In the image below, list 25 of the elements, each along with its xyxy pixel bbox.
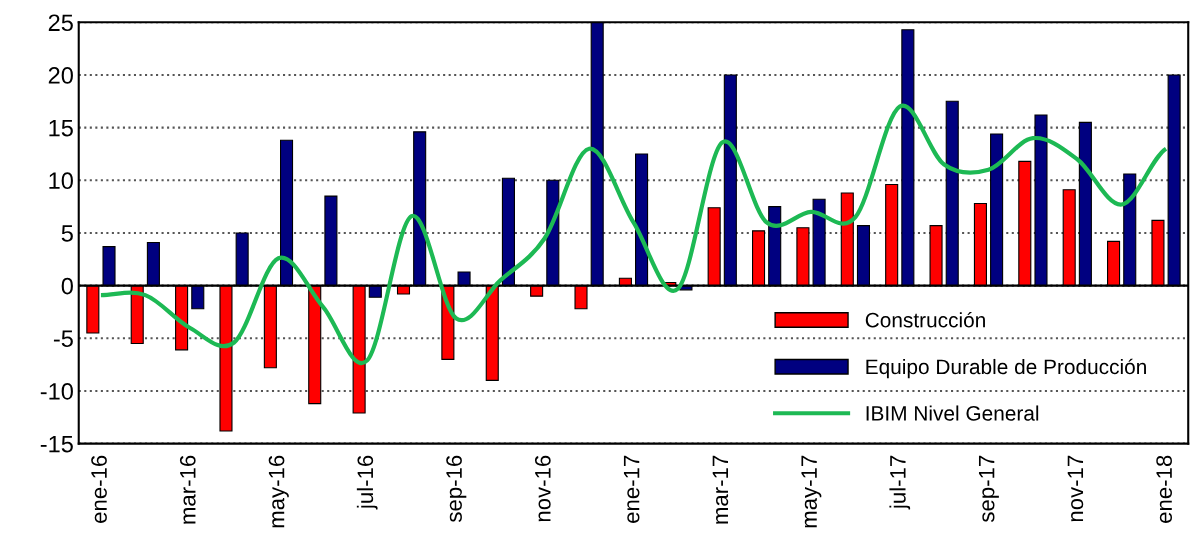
y-tick-label: -15 [40,435,73,453]
x-tick-label: jul-17 [889,455,911,510]
x-tick-label: sep-16 [446,455,467,523]
x-tick-label: ene-17 [623,455,640,523]
y-tick-label: 0 [61,277,73,295]
x-tick-label: may-16 [268,455,289,528]
y-tick-label: 15 [49,119,73,137]
x-tick-label: sep-17 [978,455,999,523]
y-tick-label: -5 [53,330,73,348]
legend-label: IBIM Nivel General [866,405,1039,421]
legend-label: Construcción [865,311,985,328]
x-tick-label: jul-16 [356,455,378,510]
x-tick-label: may-17 [801,455,822,528]
x-tick-label: nov-16 [534,455,551,522]
y-tick-label: -10 [40,383,73,400]
x-tick-label: nov-17 [1067,455,1084,522]
x-tick-label: mar-16 [179,455,196,524]
x-tick-label: ene-16 [91,455,107,523]
y-tick-label: 20 [48,67,73,84]
y-tick-label: 10 [49,172,73,190]
y-tick-label: 5 [61,225,73,242]
legend-label: Equipo Durable de Producción [866,358,1146,379]
y-tick-label: 25 [48,14,73,32]
x-tick-label: mar-17 [712,455,729,524]
x-tick-label: ene-18 [1156,455,1172,523]
